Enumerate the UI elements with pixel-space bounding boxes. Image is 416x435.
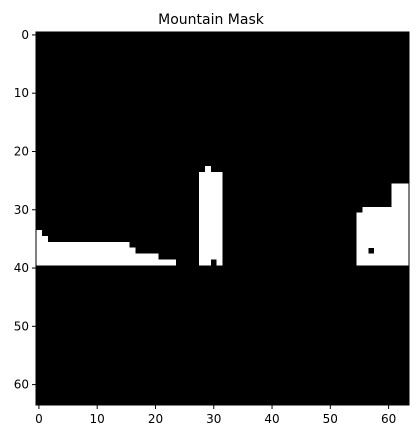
mask-cell-run — [199, 247, 223, 254]
x-tick-label: 20 — [148, 412, 163, 426]
mask-cell-run — [356, 235, 410, 243]
y-tick-label: 0 — [21, 28, 29, 42]
mask-cell-run — [356, 253, 410, 260]
mask-cell-run — [199, 206, 223, 213]
mask-cell-run — [356, 218, 410, 225]
mask-cell-run — [36, 253, 159, 260]
chart-title: Mountain Mask — [158, 12, 265, 28]
mask-cell-run — [199, 177, 223, 184]
x-tick-label: 40 — [264, 412, 279, 426]
y-axis: 0 10 20 30 40 50 60 — [14, 28, 36, 392]
y-tick-label: 20 — [14, 144, 29, 158]
mask-cell-run — [199, 230, 223, 237]
y-tick-label: 50 — [14, 319, 29, 333]
mask-cell-run — [36, 259, 177, 266]
mask-cell-run — [374, 247, 410, 254]
x-tick-label: 30 — [206, 412, 221, 426]
mask-cell-run — [216, 259, 223, 266]
mask-cell-run — [199, 195, 223, 202]
mask-cell-run — [205, 166, 212, 173]
mask-cell-run — [362, 206, 410, 213]
mask-cell-run — [199, 235, 223, 243]
mask-cell-run — [199, 201, 223, 208]
mask-cell-run — [356, 241, 410, 248]
mask-cell-run — [356, 224, 410, 231]
mask-cell-run — [391, 201, 410, 208]
x-tick-label: 50 — [323, 412, 338, 426]
x-tick-label: 10 — [90, 412, 105, 426]
y-tick-label: 40 — [14, 261, 29, 275]
mask-cell-run — [36, 241, 130, 248]
mask-cell-run — [356, 247, 369, 254]
plot-area — [35, 31, 410, 406]
mask-cell-run — [356, 259, 410, 266]
x-axis: 0 10 20 30 40 50 60 — [35, 405, 396, 426]
mask-cell-run — [199, 189, 223, 196]
mask-cell-run — [391, 195, 410, 202]
mask-cell-run — [199, 218, 223, 225]
mask-cell-run — [199, 183, 223, 190]
mask-cell-run — [199, 241, 223, 248]
mask-cell-run — [36, 235, 48, 243]
x-tick-label: 60 — [381, 412, 396, 426]
mask-cell-run — [36, 247, 136, 254]
y-tick-label: 10 — [14, 86, 29, 100]
mask-cell-run — [356, 230, 410, 237]
mask-cell-run — [391, 189, 410, 196]
mask-cell-run — [199, 171, 223, 178]
mask-cell-run — [391, 183, 410, 190]
x-tick-label: 0 — [35, 412, 43, 426]
plot-frame — [35, 31, 410, 406]
mask-cell-run — [199, 253, 223, 260]
mask-cell-run — [356, 212, 410, 219]
mask-cell-run — [36, 230, 43, 237]
y-tick-label: 60 — [14, 378, 29, 392]
mask-cell-run — [199, 224, 223, 231]
mask-cell-run — [199, 212, 223, 219]
mask-cell-run — [199, 259, 212, 266]
y-tick-label: 30 — [14, 203, 29, 217]
